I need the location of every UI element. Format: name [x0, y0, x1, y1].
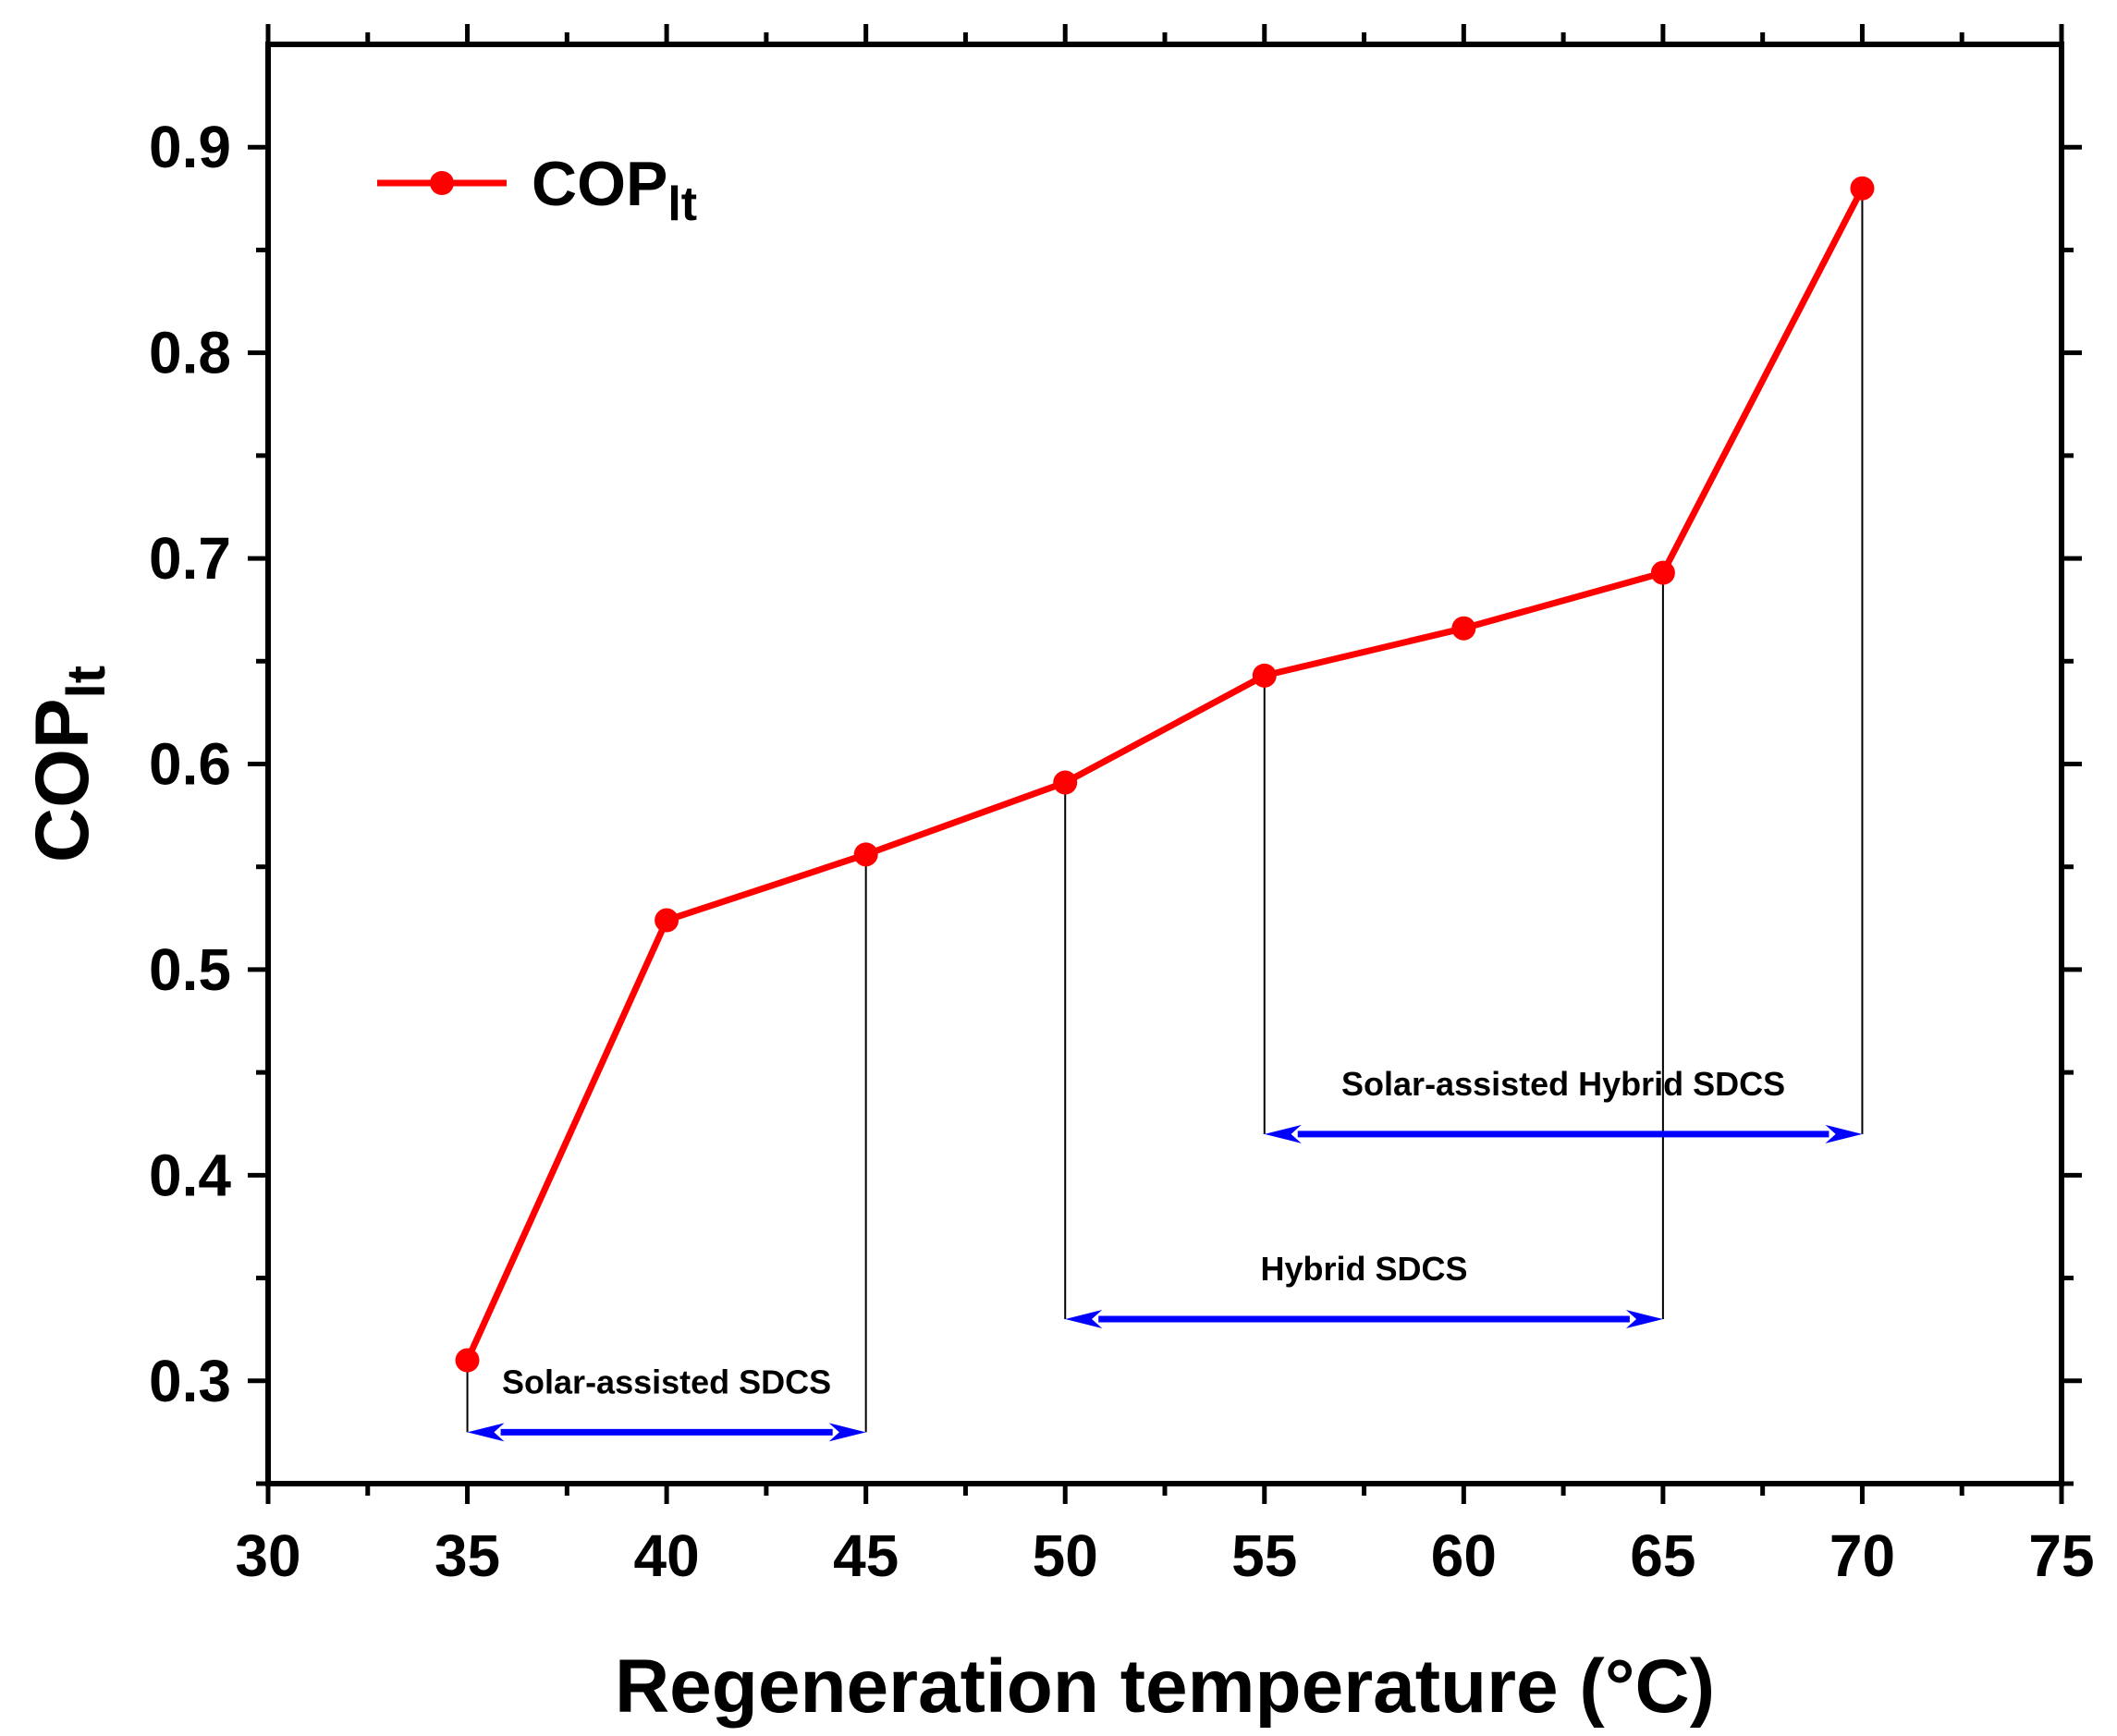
y-tick-label: 0.4	[149, 1142, 231, 1208]
x-tick-label: 70	[1829, 1522, 1895, 1589]
legend: COPlt	[377, 149, 697, 231]
legend-label: COPlt	[532, 149, 697, 231]
y-tick-label: 0.3	[149, 1348, 231, 1414]
x-tick-label: 35	[434, 1522, 500, 1589]
x-tick-label: 65	[1630, 1522, 1695, 1589]
data-point	[1252, 663, 1277, 688]
range-arrow-head-right	[1825, 1124, 1863, 1143]
data-point	[853, 842, 878, 867]
x-tick-label: 40	[634, 1522, 700, 1589]
axes-layer: 30 35 40 45 50 55 60 65 70 75 0.3 0.4 0.5 0.6 0.7 0.8 0.…	[20, 24, 2095, 1729]
y-axis-title: COPlt	[20, 666, 116, 862]
range-arrow-head-left	[1264, 1124, 1302, 1143]
y-tick-label: 0.5	[149, 936, 231, 1003]
range-label: Hybrid SDCS	[1261, 1250, 1468, 1288]
range-arrow-head-left	[467, 1423, 505, 1442]
y-tick-label: 0.6	[149, 731, 231, 798]
data-point	[1850, 176, 1875, 201]
data-point	[1451, 616, 1476, 641]
x-axis-title: Regeneration temperature (°C)	[615, 1644, 1715, 1729]
data-point	[1053, 770, 1078, 795]
x-tick-label: 75	[2028, 1522, 2094, 1589]
series-line	[464, 187, 1866, 1362]
y-tick-label: 0.9	[149, 114, 231, 180]
guide-lines-layer	[466, 188, 1864, 1433]
legend-swatch-marker	[430, 171, 454, 195]
range-arrow-head-left	[1065, 1310, 1103, 1329]
y-tick-label: 0.7	[149, 525, 231, 592]
data-point	[1650, 560, 1675, 585]
series-layer	[455, 176, 1875, 1373]
x-tick-label: 45	[833, 1522, 899, 1589]
range-arrow-head-right	[1625, 1310, 1663, 1329]
range-label: Solar-assisted SDCS	[502, 1363, 831, 1400]
ranges-layer: Solar-assisted SDCS Hybrid SDCS Solar-assi…	[467, 1065, 1863, 1442]
range-label: Solar-assisted Hybrid SDCS	[1341, 1065, 1785, 1103]
x-tick-label: 30	[235, 1522, 300, 1589]
data-point	[455, 1348, 480, 1373]
x-tick-label: 55	[1231, 1522, 1297, 1589]
y-tick-label: 0.8	[149, 320, 231, 386]
data-point	[655, 908, 679, 933]
plot-frame	[265, 42, 2064, 1486]
x-tick-label: 60	[1431, 1522, 1497, 1589]
x-tick-label: 50	[1033, 1522, 1098, 1589]
range-arrow-head-right	[828, 1423, 866, 1442]
